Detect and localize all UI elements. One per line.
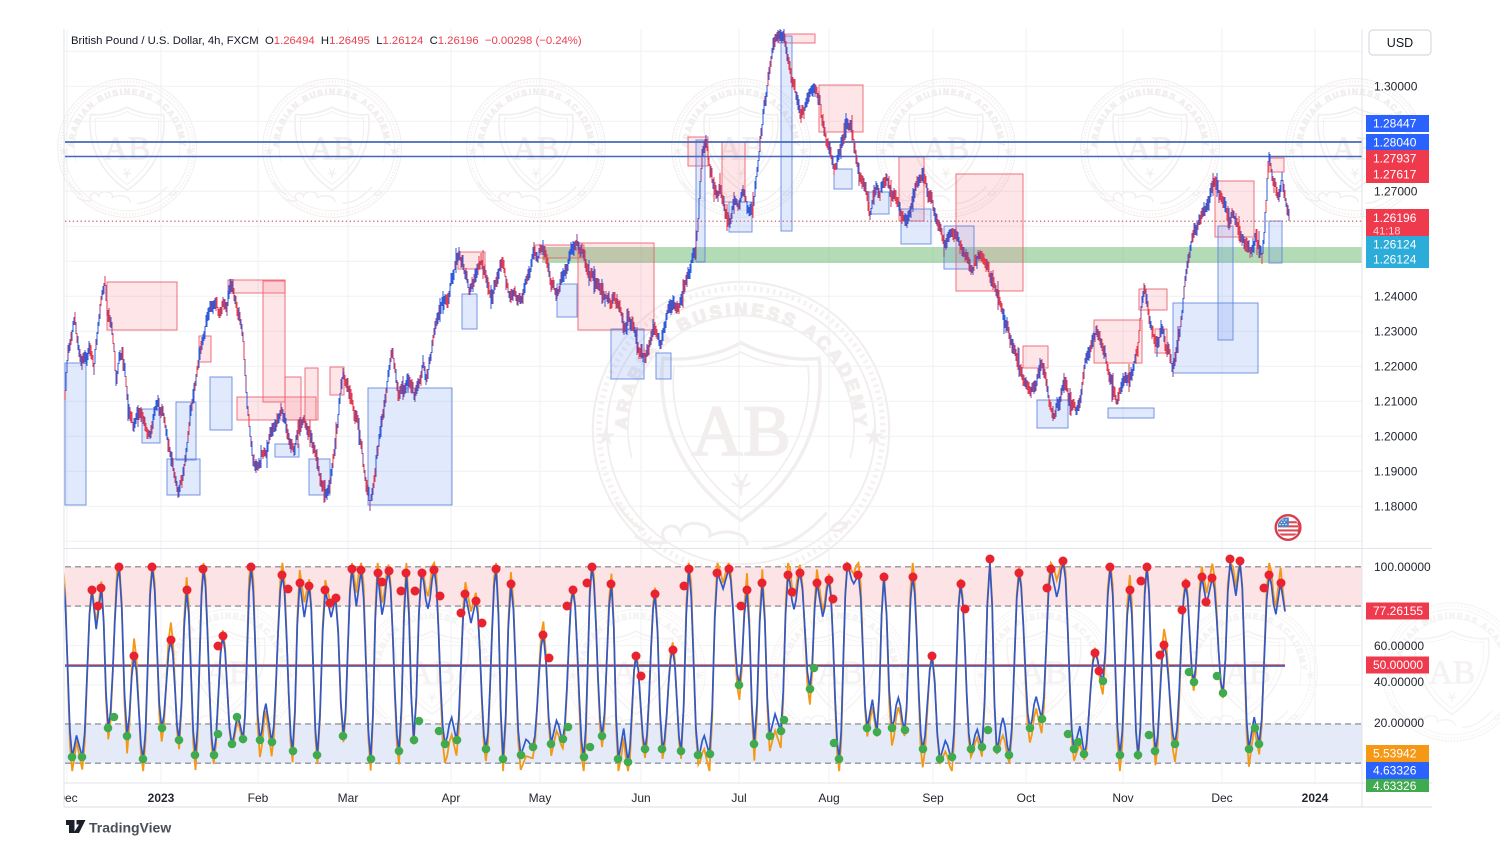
svg-text:40.00000: 40.00000 (1374, 675, 1424, 689)
svg-text:60.00000: 60.00000 (1374, 639, 1424, 653)
svg-text:50.00000: 50.00000 (1373, 658, 1423, 672)
svg-text:1.27617: 1.27617 (1373, 168, 1417, 182)
svg-text:Nov: Nov (1112, 791, 1133, 805)
svg-text:100.00000: 100.00000 (1374, 560, 1431, 574)
svg-text:Dec: Dec (1211, 791, 1232, 805)
svg-text:1.20000: 1.20000 (1374, 429, 1418, 443)
svg-text:TradingView: TradingView (89, 820, 171, 836)
svg-text:1.18000: 1.18000 (1374, 499, 1418, 513)
svg-text:1.26124: 1.26124 (1373, 238, 1417, 252)
svg-text:41:18: 41:18 (1373, 226, 1401, 238)
svg-text:Jul: Jul (731, 791, 746, 805)
svg-text:1.21000: 1.21000 (1374, 395, 1418, 409)
svg-text:1.27937: 1.27937 (1373, 152, 1417, 166)
svg-text:1.24000: 1.24000 (1374, 289, 1418, 303)
svg-text:Dec: Dec (56, 791, 77, 805)
svg-text:Feb: Feb (248, 791, 269, 805)
svg-text:1.26196: 1.26196 (1373, 211, 1417, 225)
svg-text:British Pound / U.S. Dollar, 4: British Pound / U.S. Dollar, 4h, FXCM O1… (71, 35, 582, 47)
svg-text:77.26155: 77.26155 (1373, 604, 1423, 618)
svg-text:5.53942: 5.53942 (1373, 747, 1417, 761)
svg-text:Mar: Mar (338, 791, 359, 805)
svg-text:Jun: Jun (631, 791, 650, 805)
svg-text:1.19000: 1.19000 (1374, 464, 1418, 478)
svg-text:1.22000: 1.22000 (1374, 359, 1418, 373)
svg-text:May: May (529, 791, 552, 805)
svg-text:4.63326: 4.63326 (1373, 764, 1417, 778)
svg-text:4.63326: 4.63326 (1373, 779, 1417, 793)
svg-text:1.27000: 1.27000 (1374, 184, 1418, 198)
svg-text:Apr: Apr (442, 791, 461, 805)
svg-text:Sep: Sep (922, 791, 944, 805)
svg-text:1.30000: 1.30000 (1374, 79, 1418, 93)
svg-text:Oct: Oct (1017, 791, 1036, 805)
svg-text:1.26124: 1.26124 (1373, 253, 1417, 267)
svg-text:2024: 2024 (1302, 791, 1329, 805)
svg-text:2023: 2023 (148, 791, 175, 805)
svg-text:20.00000: 20.00000 (1374, 716, 1424, 730)
svg-text:1.28447: 1.28447 (1373, 117, 1417, 131)
svg-text:USD: USD (1387, 36, 1413, 50)
svg-text:1.28040: 1.28040 (1373, 136, 1417, 150)
svg-text:1.23000: 1.23000 (1374, 324, 1418, 338)
svg-text:Aug: Aug (818, 791, 839, 805)
